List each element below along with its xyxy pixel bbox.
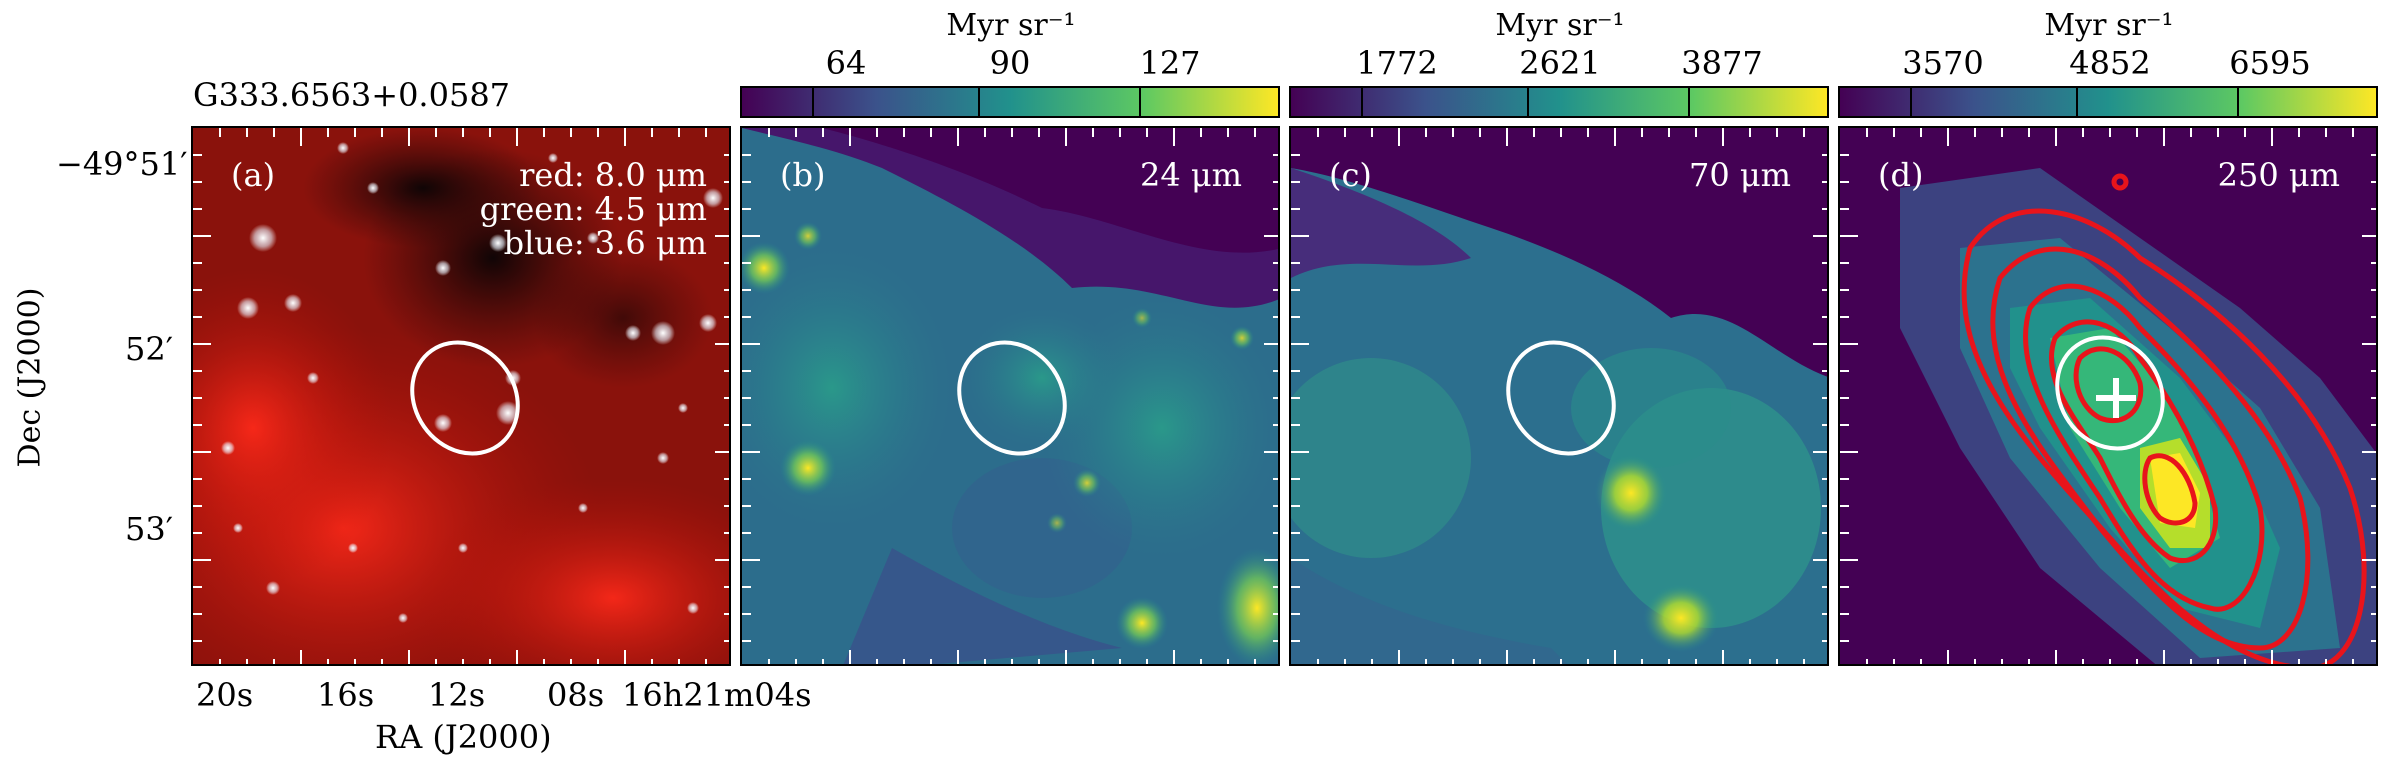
colorbar-tick-mark <box>2236 88 2239 116</box>
panel-b-24um-image: (b) 24 μm <box>740 126 1280 666</box>
axis-ticks <box>193 128 729 664</box>
panel-d-band: 250 μm <box>2217 156 2340 194</box>
colorbar-c-tick-1: 2621 <box>1519 44 1601 82</box>
axis-ticks <box>742 128 1278 664</box>
dec-tick-53: 53′ <box>125 510 173 548</box>
colorbar-b <box>740 86 1280 118</box>
source-name: G333.6563+0.0587 <box>193 76 511 114</box>
colorbar-c-tick-0: 1772 <box>1356 44 1438 82</box>
colorbar-tick-mark <box>1526 88 1529 116</box>
colorbar-tick-mark <box>1687 88 1690 116</box>
panel-b-band: 24 μm <box>1139 156 1242 194</box>
colorbar-c-unit: Myr sr⁻¹ <box>1495 8 1625 43</box>
colorbar-c-tick-2: 3877 <box>1681 44 1763 82</box>
contour-lines <box>1961 173 2367 664</box>
colorbar-tick-mark <box>1360 88 1363 116</box>
colorbar-tick-mark <box>1138 88 1141 116</box>
colorbar-b-tick-0: 64 <box>825 44 867 82</box>
source-ellipse <box>957 340 1067 456</box>
colorbar-tick-mark <box>1909 88 1912 116</box>
panel-d-250um-image: (d) 250 μm <box>1838 126 2378 666</box>
ra-tick-12s: 12s <box>428 676 486 714</box>
colorbar-tick-mark <box>977 88 980 116</box>
ra-tick-08s: 08s <box>547 676 605 714</box>
axis-ticks <box>1291 128 1827 664</box>
panel-a-tag: (a) <box>231 156 276 194</box>
legend-red: red: 8.0 μm <box>519 156 707 194</box>
source-cross-marker <box>2096 378 2136 418</box>
panel-c-tag: (c) <box>1329 156 1372 194</box>
colorbar-b-tick-1: 90 <box>989 44 1031 82</box>
colorbar-d-tick-2: 6595 <box>2229 44 2311 82</box>
y-axis-label: Dec (J2000) <box>12 287 48 468</box>
source-ellipse <box>1506 340 1616 456</box>
star-field <box>221 142 723 623</box>
panel-d-tag: (d) <box>1878 156 1924 194</box>
colorbar-tick-mark <box>811 88 814 116</box>
source-ellipse <box>2055 335 2165 451</box>
axis-ticks <box>1840 128 2376 664</box>
dec-tick-51: −49°51′ <box>56 145 188 183</box>
colorbar-b-tick-2: 127 <box>1139 44 1201 82</box>
x-axis-label: RA (J2000) <box>375 718 552 756</box>
ra-tick-04s: 16h21m04s <box>622 676 812 714</box>
panel-c-70um-image: (c) 70 μm <box>1289 126 1829 666</box>
ra-tick-16s: 16s <box>317 676 375 714</box>
dec-tick-52: 52′ <box>125 330 173 368</box>
source-ellipse <box>410 340 520 456</box>
colorbar-d <box>1838 86 2378 118</box>
colorbar-c <box>1289 86 1829 118</box>
panel-b-tag: (b) <box>780 156 826 194</box>
colorbar-tick-mark <box>2075 88 2078 116</box>
colorbar-d-tick-1: 4852 <box>2069 44 2151 82</box>
colorbar-d-unit: Myr sr⁻¹ <box>2044 8 2174 43</box>
panel-a-rgb-image: (a) red: 8.0 μm green: 4.5 μm blue: 3.6 … <box>191 126 731 666</box>
ra-tick-20s: 20s <box>196 676 254 714</box>
panel-c-band: 70 μm <box>1688 156 1791 194</box>
legend-blue: blue: 3.6 μm <box>503 224 707 262</box>
legend-green: green: 4.5 μm <box>479 190 707 228</box>
colorbar-b-unit: Myr sr⁻¹ <box>946 8 1076 43</box>
colorbar-d-tick-0: 3570 <box>1902 44 1984 82</box>
